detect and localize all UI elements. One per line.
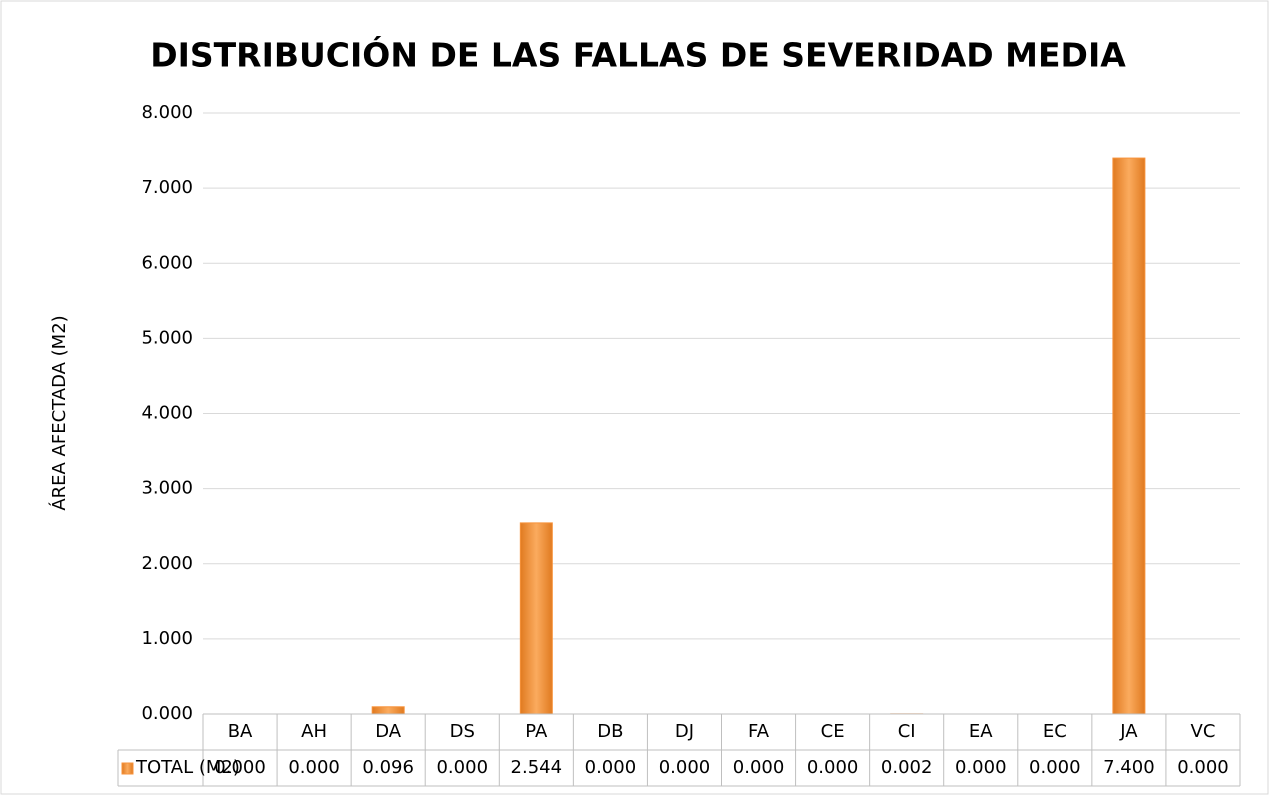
x-tick-label: FA — [748, 721, 770, 742]
y-tick-label: 2.000 — [141, 553, 193, 574]
x-tick-label: CE — [821, 721, 845, 742]
x-tick-label: EA — [969, 721, 993, 742]
table-value: 0.000 — [807, 757, 859, 778]
y-tick-label: 4.000 — [141, 403, 193, 424]
table-value: 7.400 — [1103, 757, 1155, 778]
table-value: 0.000 — [733, 757, 785, 778]
x-tick-label: VC — [1191, 721, 1216, 742]
legend-marker — [121, 762, 134, 775]
table-value: 0.000 — [288, 757, 340, 778]
table-value: 0.000 — [955, 757, 1007, 778]
y-tick-label: 3.000 — [141, 478, 193, 499]
y-axis-label: ÁREA AFECTADA (M2) — [48, 315, 70, 510]
bar — [371, 706, 405, 715]
y-tick-label: 0.000 — [141, 703, 193, 724]
x-tick-label: CI — [898, 721, 916, 742]
x-tick-label: PA — [525, 721, 548, 742]
table-value: 0.000 — [659, 757, 711, 778]
x-tick-label: BA — [228, 721, 253, 742]
table-value: 0.000 — [1029, 757, 1081, 778]
x-tick-label: DS — [450, 721, 475, 742]
x-tick-label: DB — [597, 721, 623, 742]
x-tick-label: DJ — [675, 721, 694, 742]
bar — [1112, 157, 1146, 715]
y-tick-label: 1.000 — [141, 628, 193, 649]
bar — [519, 522, 553, 715]
chart-title: DISTRIBUCIÓN DE LAS FALLAS DE SEVERIDAD … — [150, 35, 1126, 75]
table-value: 0.000 — [214, 757, 266, 778]
table-value: 0.096 — [362, 757, 414, 778]
y-tick-label: 5.000 — [141, 327, 193, 348]
y-tick-label: 7.000 — [141, 177, 193, 198]
y-tick-label: 6.000 — [141, 252, 193, 273]
table-value: 2.544 — [511, 757, 563, 778]
table-value: 0.002 — [881, 757, 933, 778]
x-tick-label: EC — [1043, 721, 1067, 742]
x-tick-label: JA — [1119, 721, 1138, 742]
x-tick-label: DA — [375, 721, 402, 742]
table-value: 0.000 — [1177, 757, 1229, 778]
legend-label: TOTAL (M2) — [135, 757, 240, 778]
table-value: 0.000 — [436, 757, 488, 778]
x-tick-label: AH — [301, 721, 327, 742]
y-tick-label: 8.000 — [141, 102, 193, 123]
table-value: 0.000 — [585, 757, 637, 778]
